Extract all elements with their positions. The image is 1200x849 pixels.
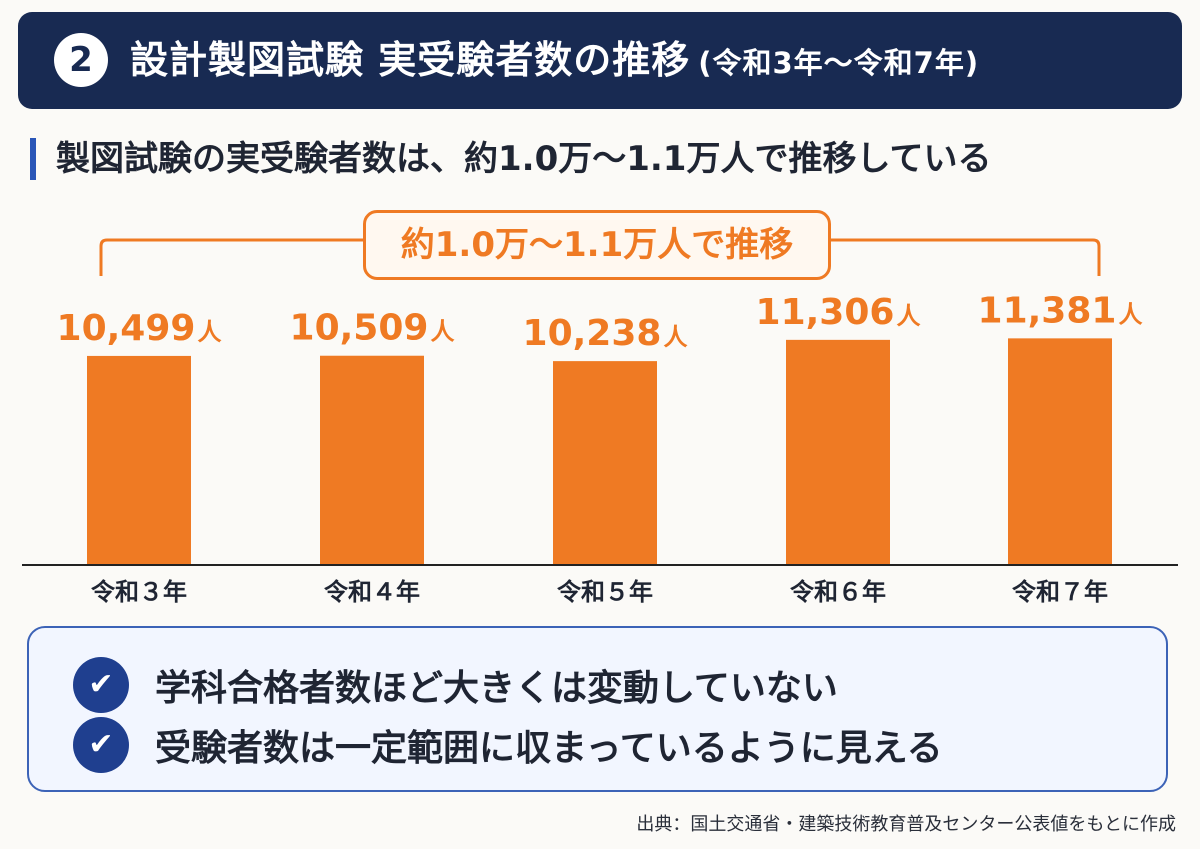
page-title-text: 設計製図試験 実受験者数の推移: [130, 38, 691, 82]
subheading-accent-bar: [30, 138, 36, 180]
summary-text-1: 学科合格者数ほど大きくは変動していない: [155, 668, 838, 709]
section-number-badge: 2: [54, 33, 108, 87]
data-label-5: 11,381人: [978, 290, 1143, 331]
check-icon: ✔: [73, 717, 129, 773]
check-icon: ✔: [73, 657, 129, 713]
bar-3: [553, 361, 657, 565]
source-note: 出典：国土交通省・建築技術教育普及センター公表値をもとに作成: [636, 814, 1176, 835]
x-tick-label-1: 令和３年: [91, 578, 187, 606]
bar-5: [1008, 338, 1112, 565]
bar-2: [320, 355, 424, 565]
summary-box: ✔ 学科合格者数ほど大きくは変動していない ✔ 受験者数は一定範囲に収まっている…: [27, 626, 1168, 792]
summary-item-2: ✔ 受験者数は一定範囲に収まっているように見える: [73, 713, 943, 777]
x-tick-label-2: 令和４年: [324, 578, 420, 606]
data-label-3: 10,238人: [523, 313, 688, 354]
data-label-1: 10,499人: [57, 308, 222, 349]
subheading: 製図試験の実受験者数は、約1.0万〜1.1万人で推移している: [56, 139, 992, 179]
data-label-4: 11,306人: [756, 292, 921, 333]
page-title: 設計製図試験 実受験者数の推移 (令和3年〜令和7年): [130, 32, 979, 91]
bar-1: [87, 355, 191, 565]
summary-text-2: 受験者数は一定範囲に収まっているように見える: [155, 728, 943, 769]
summary-item-1: ✔ 学科合格者数ほど大きくは変動していない: [73, 653, 838, 717]
bar-4: [786, 339, 890, 565]
x-tick-label-3: 令和５年: [557, 578, 653, 606]
page-subtitle: (令和3年〜令和7年): [698, 46, 980, 80]
data-label-2: 10,509人: [290, 308, 455, 349]
header-banner: 2 設計製図試験 実受験者数の推移 (令和3年〜令和7年): [18, 12, 1182, 109]
x-tick-label-5: 令和７年: [1012, 578, 1108, 606]
x-tick-label-4: 令和６年: [790, 578, 886, 606]
range-callout: 約1.0万〜1.1万人で推移: [363, 210, 831, 280]
